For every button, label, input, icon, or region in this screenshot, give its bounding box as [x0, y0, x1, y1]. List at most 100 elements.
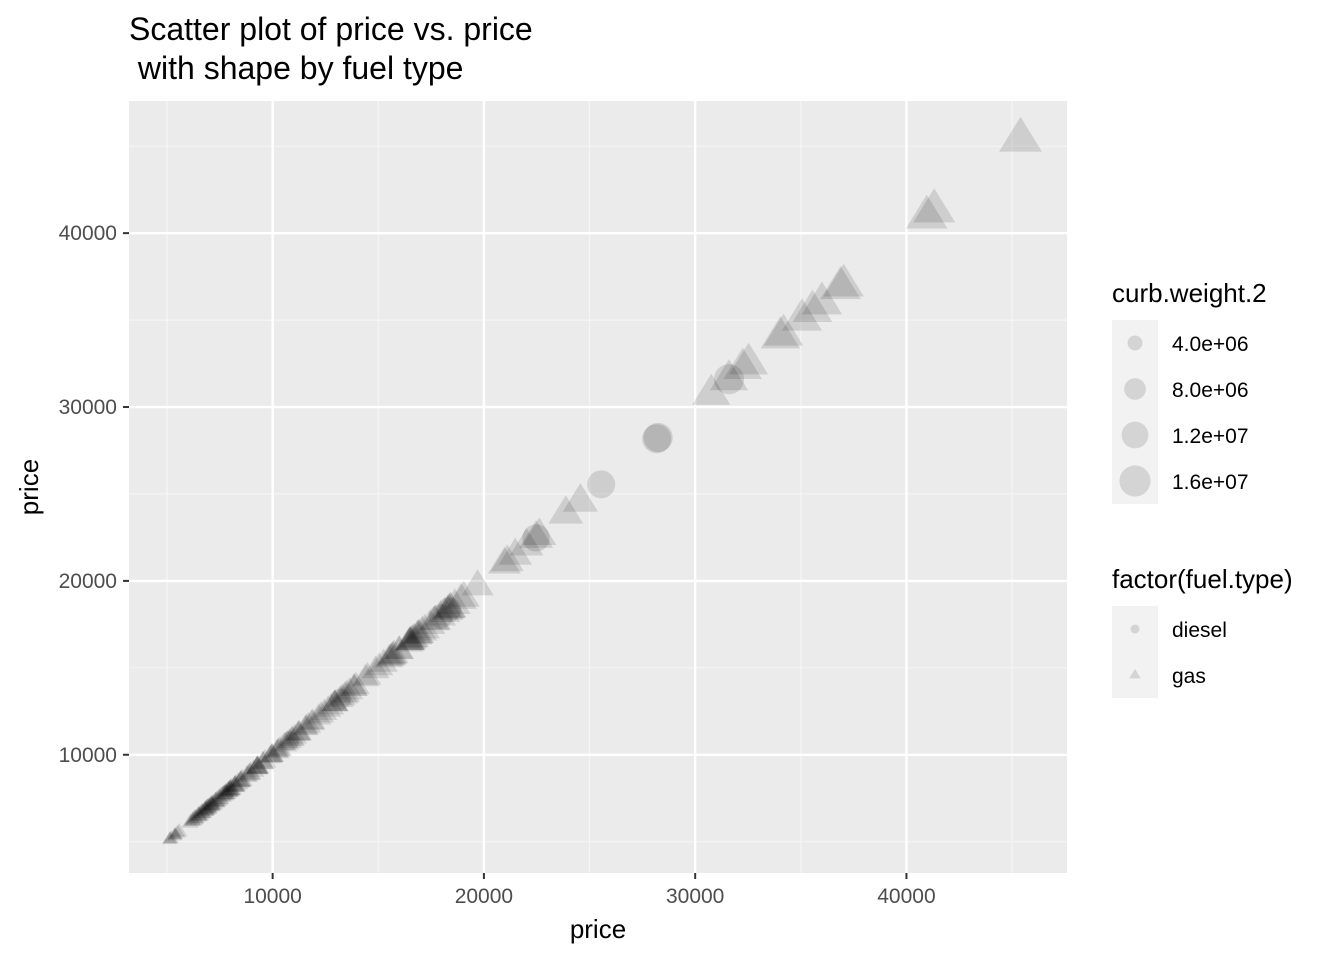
gas-point: [384, 635, 414, 659]
size-legend-key: [1121, 421, 1149, 449]
gas-point: [239, 761, 262, 780]
gas-point: [161, 831, 178, 845]
shape-legend-key: [1129, 668, 1141, 679]
gas-point: [420, 604, 451, 630]
gas-point: [166, 827, 183, 841]
gas-point: [277, 728, 302, 748]
gas-point: [230, 769, 252, 787]
gas-point: [760, 316, 801, 349]
size-legend-key: [1127, 335, 1143, 351]
gas-point: [419, 605, 451, 631]
gas-point: [183, 811, 201, 827]
gas-point: [328, 683, 356, 706]
gas-point: [181, 813, 199, 828]
size-legend-key: [1119, 465, 1151, 497]
plot-panel: [129, 101, 1067, 873]
x-tick-label: 40000: [877, 885, 935, 908]
gas-point: [218, 780, 239, 798]
y-tick-label: 30000: [59, 396, 117, 419]
gas-point: [335, 677, 364, 700]
gas-point: [397, 623, 428, 649]
size-legend-keys: 4.0e+06 8.0e+06 1.2e+07 1.6e+07: [1119, 333, 1249, 497]
gas-point: [207, 789, 228, 806]
shape-legend-label: gas: [1172, 665, 1206, 688]
gas-point: [202, 794, 222, 811]
gas-point: [189, 806, 208, 822]
diesel-point: [436, 597, 462, 623]
gas-point: [498, 537, 533, 565]
gas-point: [298, 709, 325, 731]
gas-point: [295, 711, 322, 733]
gas-point: [331, 681, 359, 704]
gas-point: [230, 770, 252, 787]
gas-point: [220, 778, 241, 796]
gas-point: [999, 116, 1042, 152]
gas-point: [216, 782, 237, 799]
gas-point: [192, 803, 211, 819]
gas-point: [246, 755, 269, 774]
gas-point: [200, 796, 220, 812]
gas-point: [342, 671, 370, 694]
gas-point: [414, 609, 446, 635]
gas-point: [279, 726, 304, 747]
gas-point: [340, 673, 368, 696]
gas-point: [406, 615, 438, 641]
gas-point: [273, 731, 298, 752]
gas-point: [376, 642, 405, 667]
gas-point: [220, 779, 241, 796]
gas-point: [187, 808, 205, 823]
gas-point: [199, 797, 219, 813]
diesel-point: [642, 424, 672, 454]
gas-point: [374, 643, 404, 668]
size-legend-key: [1124, 378, 1146, 400]
gas-point: [193, 803, 212, 818]
gas-point: [409, 613, 440, 639]
y-tick-label: 40000: [59, 222, 117, 245]
gas-point: [361, 655, 390, 679]
y-tick-label: 20000: [59, 570, 117, 593]
shape-legend-label: diesel: [1172, 619, 1227, 642]
gas-point: [425, 600, 457, 626]
gas-point: [224, 775, 245, 793]
axes: 10000 20000 30000 40000 10000 20000 30000 40000: [59, 222, 936, 908]
gas-point: [186, 809, 205, 824]
gas-point: [490, 544, 524, 572]
gas-point: [792, 289, 833, 323]
gas-point: [202, 794, 222, 811]
gas-point: [403, 619, 434, 644]
gas-point: [326, 684, 354, 707]
gas-point: [167, 827, 183, 840]
gas-point: [221, 777, 242, 795]
gas-point: [189, 806, 208, 822]
gas-point: [260, 743, 284, 763]
gas-point: [434, 592, 466, 618]
size-legend: curb.weight.2 4.0e+06 8.0e+06 1.2e+07 1.6e+…: [1112, 278, 1267, 504]
gas-point: [212, 786, 232, 802]
y-axis-title: price: [14, 459, 44, 515]
gas-point: [190, 805, 209, 821]
gas-point: [395, 625, 426, 651]
gas-point: [209, 788, 229, 805]
gas-point: [202, 795, 221, 811]
gas-point: [913, 188, 956, 223]
gas-point: [307, 701, 335, 723]
size-legend-title: curb.weight.2: [1112, 278, 1267, 308]
gas-point: [823, 263, 864, 297]
gas-point: [168, 827, 183, 840]
gas-point: [185, 809, 204, 825]
gas-point: [282, 723, 308, 744]
gas-point: [218, 780, 239, 798]
gas-point: [225, 774, 246, 792]
gas-point: [285, 720, 311, 742]
gas-point: [229, 770, 251, 788]
gas-point: [548, 495, 584, 524]
gas-point: [353, 662, 382, 685]
gas-point: [275, 729, 300, 750]
gas-point: [562, 483, 598, 512]
gas-point: [399, 622, 430, 648]
shape-legend-key: [1130, 624, 1140, 634]
gas-point: [781, 298, 823, 331]
gas-point: [393, 627, 424, 652]
gas-point: [227, 772, 249, 790]
gas-point: [224, 775, 245, 792]
